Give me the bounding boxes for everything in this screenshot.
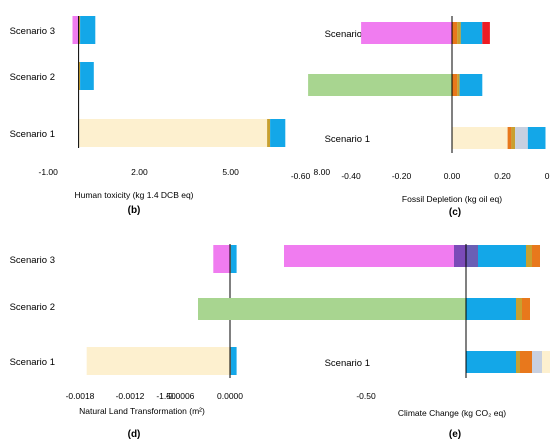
tick-label: -1.50 <box>156 391 176 401</box>
panel-label: (b) <box>128 205 141 216</box>
category-label: Scenario 3 <box>325 29 370 40</box>
bar-segment <box>80 62 94 90</box>
bar-segment <box>527 127 546 149</box>
bar-segment <box>78 62 81 90</box>
bar-segment <box>452 74 458 96</box>
category-label: Scenario 1 <box>325 358 370 369</box>
bar-segment <box>459 74 483 96</box>
bar-segment <box>511 127 516 149</box>
tick-label: -0.60 <box>291 171 311 181</box>
bar-segment <box>86 347 230 375</box>
bar-segment <box>515 127 528 149</box>
category-label: Scenario 2 <box>10 72 55 83</box>
bar-segment <box>457 22 461 44</box>
bar-segment <box>361 22 452 44</box>
category-label: Scenario 1 <box>10 129 55 140</box>
bar-segment <box>267 119 271 147</box>
tick-label: -0.0006 <box>166 391 195 401</box>
category-label: Scenario 1 <box>325 134 370 145</box>
bar-segment <box>454 245 466 267</box>
bar-segment <box>457 74 460 96</box>
tick-label: 0.20 <box>494 171 511 181</box>
bar-segment <box>230 245 237 273</box>
bar-segment <box>452 22 458 44</box>
tick-label: 2.00 <box>131 167 148 177</box>
category-label: Scenario 2 <box>10 302 55 313</box>
axis-label: Climate Change (kg CO₂ eq) <box>398 408 506 418</box>
tick-label: 0.0000 <box>217 391 243 401</box>
bar-segment <box>284 245 454 267</box>
tick-label: 8.00 <box>314 167 331 177</box>
category-label: Scenario 1 <box>10 357 55 368</box>
bar-segment <box>522 298 530 320</box>
bar-segment <box>466 245 478 267</box>
bar-segment <box>532 245 540 267</box>
bar-segment <box>270 119 286 147</box>
tick-label: 0.00 <box>444 171 461 181</box>
bar-segment <box>460 22 483 44</box>
bar-segment <box>78 16 81 44</box>
bar-segment <box>466 298 516 320</box>
bar-segment <box>526 245 532 267</box>
bar-segment <box>80 16 96 44</box>
panel-label: (e) <box>449 429 461 440</box>
axis-label: Natural Land Transformation (m²) <box>79 406 205 416</box>
bar-segment <box>466 351 516 373</box>
tick-label: -1.00 <box>39 167 59 177</box>
bar-segment <box>482 22 490 44</box>
panel-label: (c) <box>449 207 461 218</box>
axis-label: Human toxicity (kg 1.4 DCB eq) <box>74 190 193 200</box>
bar-segment <box>532 351 542 373</box>
bar-segment <box>72 16 79 44</box>
tick-label: -0.0012 <box>116 391 145 401</box>
panel-label: (d) <box>128 429 141 440</box>
bar-segment <box>308 74 452 96</box>
bar-segment <box>213 245 230 273</box>
tick-label: 5.00 <box>222 167 239 177</box>
bar-segment <box>452 127 508 149</box>
category-label: Scenario 3 <box>10 26 55 37</box>
tick-label: 0.40 <box>545 171 550 181</box>
bar-segment <box>478 245 526 267</box>
tick-label: -0.50 <box>356 391 376 401</box>
bar-segment <box>516 351 520 373</box>
bar-segment <box>230 347 237 375</box>
bar-segment <box>516 298 522 320</box>
bar-segment <box>78 119 268 147</box>
axis-label: Fossil Depletion (kg oil eq) <box>402 194 502 204</box>
bar-segment <box>507 127 512 149</box>
bar-segment <box>198 298 466 320</box>
tick-label: -0.40 <box>341 171 361 181</box>
bar-segment <box>542 351 550 373</box>
tick-label: -0.20 <box>392 171 412 181</box>
category-label: Scenario 3 <box>10 255 55 266</box>
tick-label: -0.0018 <box>66 391 95 401</box>
bar-segment <box>520 351 532 373</box>
